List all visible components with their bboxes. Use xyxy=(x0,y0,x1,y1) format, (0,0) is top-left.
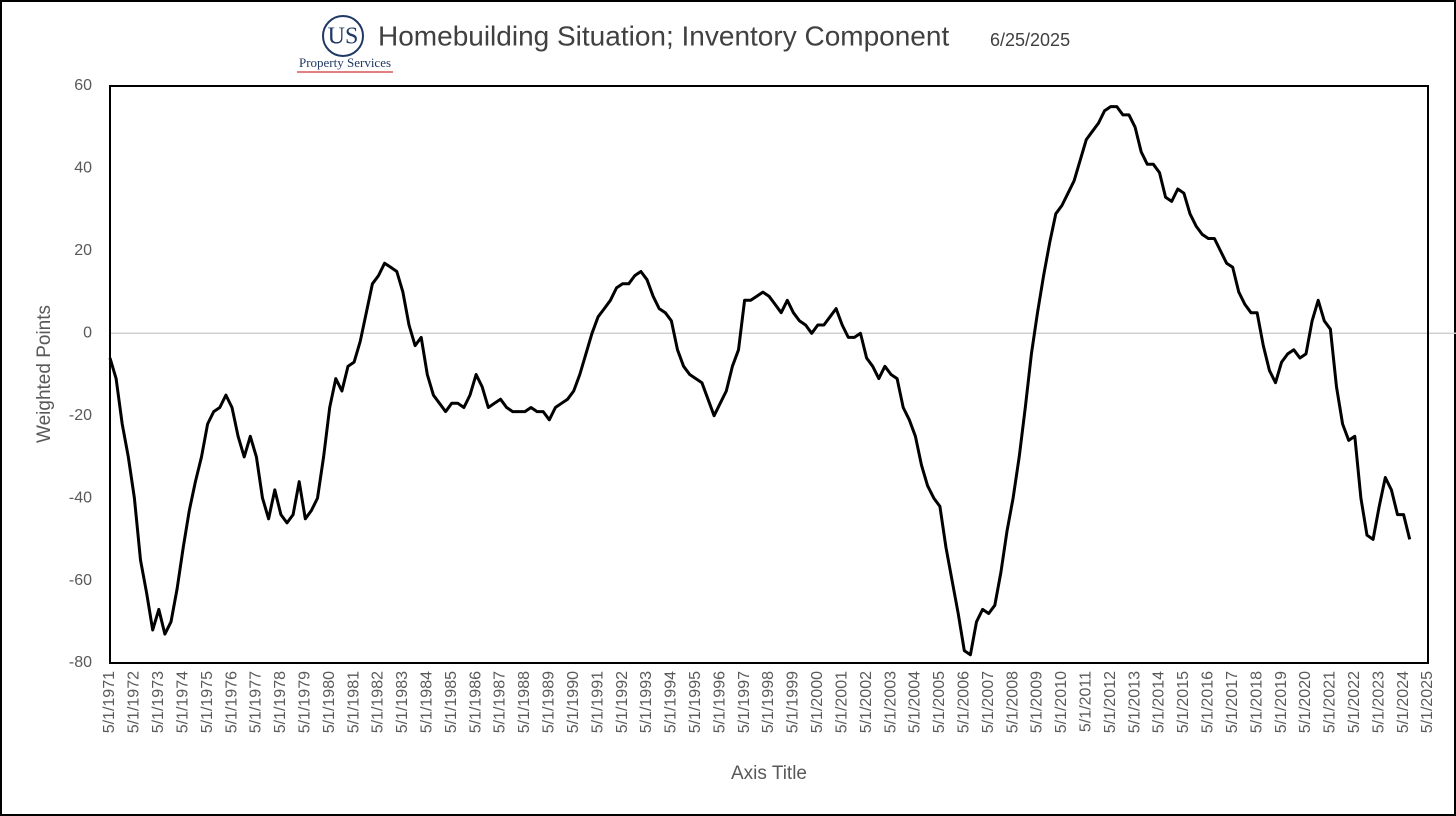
x-tick-label: 5/1/1975 xyxy=(199,671,216,733)
x-tick-label: 5/1/2012 xyxy=(1102,671,1119,733)
x-tick-label: 5/1/2023 xyxy=(1370,671,1387,733)
x-tick-label: 5/1/2013 xyxy=(1126,671,1143,733)
x-tick-label: 5/1/2022 xyxy=(1346,671,1363,733)
x-tick-label: 5/1/2000 xyxy=(809,671,826,733)
x-tick-label: 5/1/2021 xyxy=(1322,671,1339,733)
x-tick-label: 5/1/1981 xyxy=(345,671,362,733)
x-tick-label: 5/1/2019 xyxy=(1273,671,1290,733)
x-tick-label: 5/1/2014 xyxy=(1151,671,1168,733)
x-tick-label: 5/1/1990 xyxy=(565,671,582,733)
x-axis-title: Axis Title xyxy=(731,763,807,784)
x-tick-label: 5/1/1984 xyxy=(419,671,436,733)
x-tick-label: 5/1/1997 xyxy=(736,671,753,733)
y-tick-label: -40 xyxy=(69,489,92,506)
x-tick-label: 5/1/2002 xyxy=(858,671,875,733)
x-tick-label: 5/1/2007 xyxy=(980,671,997,733)
x-tick-label: 5/1/1978 xyxy=(272,671,289,733)
y-tick-label: -60 xyxy=(69,572,92,589)
x-tick-label: 5/1/1971 xyxy=(101,671,118,733)
x-tick-label: 5/1/2024 xyxy=(1395,671,1412,733)
y-tick-label: -20 xyxy=(69,407,92,424)
x-tick-label: 5/1/1992 xyxy=(614,671,631,733)
x-tick-label: 5/1/1998 xyxy=(760,671,777,733)
x-tick-label: 5/1/2004 xyxy=(907,671,924,733)
y-tick-label: 60 xyxy=(74,77,92,94)
logo-name: Property Services xyxy=(299,55,391,70)
x-tick-label: 5/1/1988 xyxy=(516,671,533,733)
y-tick-label: 20 xyxy=(74,242,92,259)
x-tick-label: 5/1/1989 xyxy=(541,671,558,733)
x-tick-label: 5/1/1995 xyxy=(687,671,704,733)
logo-initials: US xyxy=(328,24,359,50)
x-tick-label: 5/1/2025 xyxy=(1419,671,1436,733)
plot-border xyxy=(109,85,1429,664)
x-tick-label: 5/1/1980 xyxy=(321,671,338,733)
x-tick-label: 5/1/1976 xyxy=(223,671,240,733)
x-tick-label: 5/1/1973 xyxy=(150,671,167,733)
x-tick-label: 5/1/2016 xyxy=(1200,671,1217,733)
chart-subtitle: 6/25/2025 xyxy=(990,30,1070,50)
x-tick-label: 5/1/1999 xyxy=(785,671,802,733)
x-tick-label: 5/1/1977 xyxy=(248,671,265,733)
y-axis-title: Weighted Points xyxy=(34,305,55,443)
logo-circle xyxy=(322,15,364,57)
y-tick-label: 40 xyxy=(74,160,92,177)
x-tick-label: 5/1/1974 xyxy=(174,671,191,733)
x-tick-label: 5/1/1979 xyxy=(296,671,313,733)
x-tick-label: 5/1/2005 xyxy=(931,671,948,733)
x-tick-label: 5/1/1983 xyxy=(394,671,411,733)
x-tick-label: 5/1/2010 xyxy=(1053,671,1070,733)
x-tick-label: 5/1/2015 xyxy=(1175,671,1192,733)
x-tick-label: 5/1/1987 xyxy=(492,671,509,733)
x-tick-label: 5/1/1994 xyxy=(663,671,680,733)
x-tick-label: 5/1/2001 xyxy=(833,671,850,733)
chart-title: Homebuilding Situation; Inventory Compon… xyxy=(378,20,949,51)
x-tick-label: 5/1/1996 xyxy=(711,671,728,733)
x-tick-label: 5/1/1982 xyxy=(370,671,387,733)
x-tick-label: 5/1/1972 xyxy=(126,671,143,733)
x-tick-label: 5/1/1986 xyxy=(467,671,484,733)
x-tick-label: 5/1/2008 xyxy=(1004,671,1021,733)
x-tick-label: 5/1/2018 xyxy=(1248,671,1265,733)
y-tick-label: -80 xyxy=(69,654,92,671)
x-tick-label: 5/1/2011 xyxy=(1078,671,1095,732)
x-tick-label: 5/1/1993 xyxy=(638,671,655,733)
x-tick-label: 5/1/1985 xyxy=(443,671,460,733)
x-tick-label: 5/1/1991 xyxy=(589,671,606,733)
x-tick-label: 5/1/2009 xyxy=(1029,671,1046,733)
data-line xyxy=(108,105,1412,657)
x-tick-label: 5/1/2006 xyxy=(955,671,972,733)
y-tick-label: 0 xyxy=(83,325,92,342)
x-tick-label: 5/1/2020 xyxy=(1297,671,1314,733)
x-tick-label: 5/1/2017 xyxy=(1224,671,1241,733)
x-tick-label: 5/1/2003 xyxy=(882,671,899,733)
